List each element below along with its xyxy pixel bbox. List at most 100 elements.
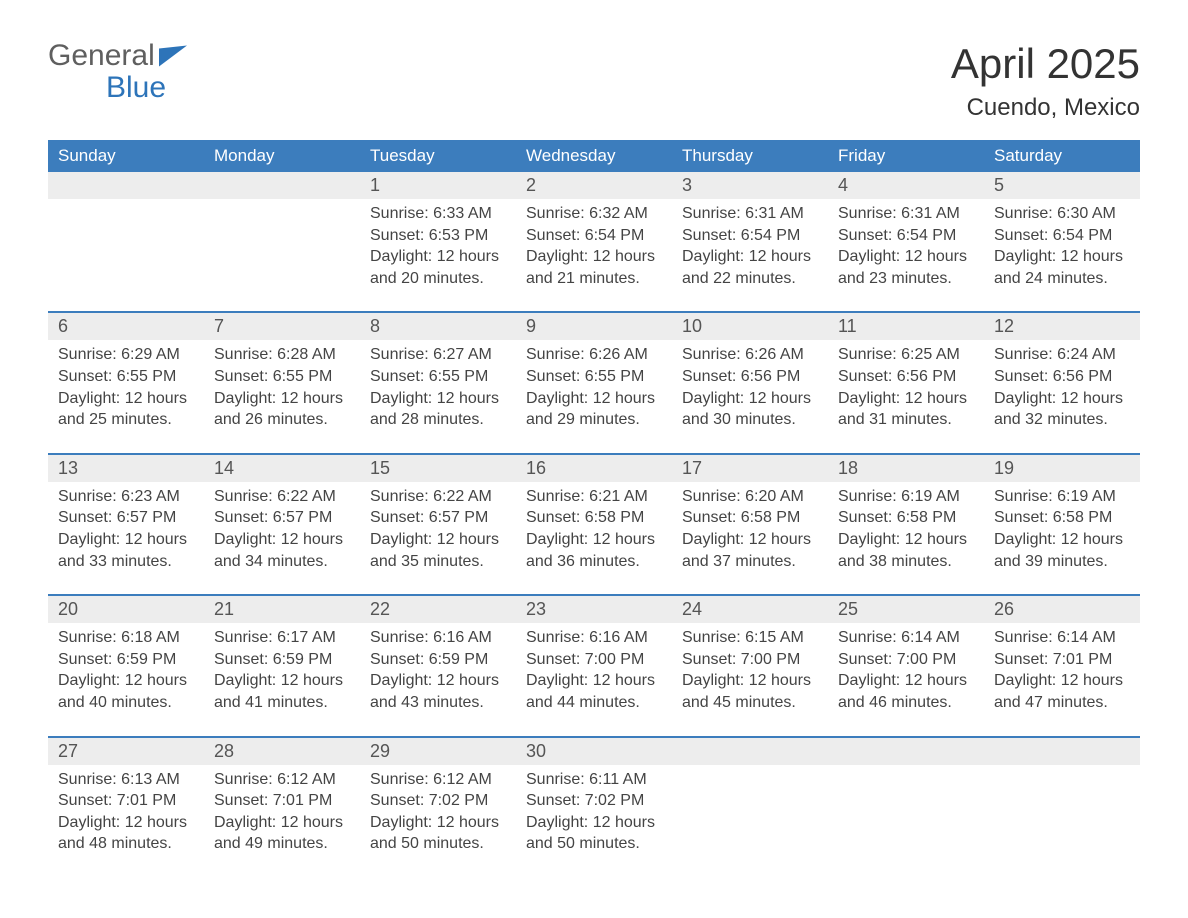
header: General Blue April 2025 Cuendo, Mexico xyxy=(48,40,1140,122)
sunrise-text: Sunrise: 6:24 AM xyxy=(994,344,1130,366)
daylight-text: and 23 minutes. xyxy=(838,268,974,290)
daylight-text: and 20 minutes. xyxy=(370,268,506,290)
daylight-text: and 38 minutes. xyxy=(838,551,974,573)
day-cell: Sunrise: 6:26 AMSunset: 6:56 PMDaylight:… xyxy=(672,340,828,430)
sunrise-text: Sunrise: 6:30 AM xyxy=(994,203,1130,225)
day-number: 17 xyxy=(672,455,828,482)
sunset-text: Sunset: 6:54 PM xyxy=(682,225,818,247)
day-cell: Sunrise: 6:22 AMSunset: 6:57 PMDaylight:… xyxy=(204,482,360,572)
daylight-text: Daylight: 12 hours xyxy=(682,670,818,692)
daylight-text: Daylight: 12 hours xyxy=(838,529,974,551)
sunset-text: Sunset: 7:00 PM xyxy=(838,649,974,671)
calendar-week: 13141516171819Sunrise: 6:23 AMSunset: 6:… xyxy=(48,453,1140,572)
day-cell: Sunrise: 6:16 AMSunset: 6:59 PMDaylight:… xyxy=(360,623,516,713)
sunrise-text: Sunrise: 6:31 AM xyxy=(682,203,818,225)
day-number: 6 xyxy=(48,313,204,340)
day-cell: Sunrise: 6:16 AMSunset: 7:00 PMDaylight:… xyxy=(516,623,672,713)
sunrise-text: Sunrise: 6:26 AM xyxy=(682,344,818,366)
day-number: 1 xyxy=(360,172,516,199)
daylight-text: and 41 minutes. xyxy=(214,692,350,714)
sunrise-text: Sunrise: 6:12 AM xyxy=(370,769,506,791)
day-cell: Sunrise: 6:25 AMSunset: 6:56 PMDaylight:… xyxy=(828,340,984,430)
sunset-text: Sunset: 7:01 PM xyxy=(214,790,350,812)
sunset-text: Sunset: 6:59 PM xyxy=(214,649,350,671)
sunrise-text: Sunrise: 6:14 AM xyxy=(994,627,1130,649)
sunrise-text: Sunrise: 6:22 AM xyxy=(370,486,506,508)
daylight-text: and 45 minutes. xyxy=(682,692,818,714)
day-number: 13 xyxy=(48,455,204,482)
day-number: 10 xyxy=(672,313,828,340)
sunset-text: Sunset: 6:57 PM xyxy=(214,507,350,529)
day-cell: Sunrise: 6:24 AMSunset: 6:56 PMDaylight:… xyxy=(984,340,1140,430)
logo-word1: General xyxy=(48,40,155,72)
sunset-text: Sunset: 6:56 PM xyxy=(682,366,818,388)
dayhead-wed: Wednesday xyxy=(516,140,672,172)
daynum-row: 6789101112 xyxy=(48,313,1140,340)
day-cell: Sunrise: 6:27 AMSunset: 6:55 PMDaylight:… xyxy=(360,340,516,430)
daylight-text: Daylight: 12 hours xyxy=(526,670,662,692)
day-number: 19 xyxy=(984,455,1140,482)
sunset-text: Sunset: 6:55 PM xyxy=(526,366,662,388)
sunrise-text: Sunrise: 6:33 AM xyxy=(370,203,506,225)
day-number xyxy=(204,172,360,199)
daylight-text: Daylight: 12 hours xyxy=(682,246,818,268)
sunset-text: Sunset: 6:57 PM xyxy=(370,507,506,529)
day-cell: Sunrise: 6:31 AMSunset: 6:54 PMDaylight:… xyxy=(672,199,828,289)
sunrise-text: Sunrise: 6:21 AM xyxy=(526,486,662,508)
daylight-text: Daylight: 12 hours xyxy=(214,670,350,692)
sunset-text: Sunset: 6:54 PM xyxy=(994,225,1130,247)
day-number xyxy=(48,172,204,199)
sunrise-text: Sunrise: 6:26 AM xyxy=(526,344,662,366)
sunrise-text: Sunrise: 6:19 AM xyxy=(838,486,974,508)
sunrise-text: Sunrise: 6:20 AM xyxy=(682,486,818,508)
daylight-text: Daylight: 12 hours xyxy=(838,246,974,268)
daylight-text: Daylight: 12 hours xyxy=(370,812,506,834)
page-title: April 2025 xyxy=(951,40,1140,88)
daylight-text: Daylight: 12 hours xyxy=(682,529,818,551)
calendar: Sunday Monday Tuesday Wednesday Thursday… xyxy=(48,140,1140,855)
calendar-header-row: Sunday Monday Tuesday Wednesday Thursday… xyxy=(48,140,1140,172)
sunset-text: Sunset: 6:59 PM xyxy=(370,649,506,671)
sunset-text: Sunset: 6:55 PM xyxy=(214,366,350,388)
sunset-text: Sunset: 7:02 PM xyxy=(370,790,506,812)
day-number: 20 xyxy=(48,596,204,623)
daylight-text: and 26 minutes. xyxy=(214,409,350,431)
sunset-text: Sunset: 6:58 PM xyxy=(838,507,974,529)
day-cell: Sunrise: 6:29 AMSunset: 6:55 PMDaylight:… xyxy=(48,340,204,430)
sunrise-text: Sunrise: 6:12 AM xyxy=(214,769,350,791)
logo-word2: Blue xyxy=(106,72,187,104)
sunset-text: Sunset: 6:56 PM xyxy=(838,366,974,388)
sunset-text: Sunset: 7:00 PM xyxy=(682,649,818,671)
daylight-text: and 24 minutes. xyxy=(994,268,1130,290)
daylight-text: Daylight: 12 hours xyxy=(370,529,506,551)
sunrise-text: Sunrise: 6:16 AM xyxy=(526,627,662,649)
logo: General Blue xyxy=(48,40,187,103)
day-number: 16 xyxy=(516,455,672,482)
sunset-text: Sunset: 7:02 PM xyxy=(526,790,662,812)
day-cell xyxy=(48,199,204,289)
calendar-week: 27282930Sunrise: 6:13 AMSunset: 7:01 PMD… xyxy=(48,736,1140,855)
day-number xyxy=(828,738,984,765)
dayhead-sat: Saturday xyxy=(984,140,1140,172)
sunrise-text: Sunrise: 6:16 AM xyxy=(370,627,506,649)
day-cell: Sunrise: 6:28 AMSunset: 6:55 PMDaylight:… xyxy=(204,340,360,430)
daylight-text: and 29 minutes. xyxy=(526,409,662,431)
day-number: 9 xyxy=(516,313,672,340)
sunrise-text: Sunrise: 6:27 AM xyxy=(370,344,506,366)
sunset-text: Sunset: 6:58 PM xyxy=(526,507,662,529)
daylight-text: and 50 minutes. xyxy=(526,833,662,855)
day-number: 2 xyxy=(516,172,672,199)
daylight-text: and 36 minutes. xyxy=(526,551,662,573)
day-cell: Sunrise: 6:22 AMSunset: 6:57 PMDaylight:… xyxy=(360,482,516,572)
daylight-text: Daylight: 12 hours xyxy=(994,246,1130,268)
sunrise-text: Sunrise: 6:28 AM xyxy=(214,344,350,366)
daylight-text: Daylight: 12 hours xyxy=(58,670,194,692)
daylight-text: Daylight: 12 hours xyxy=(526,529,662,551)
day-cell: Sunrise: 6:20 AMSunset: 6:58 PMDaylight:… xyxy=(672,482,828,572)
daylight-text: and 43 minutes. xyxy=(370,692,506,714)
day-number xyxy=(672,738,828,765)
daylight-text: and 21 minutes. xyxy=(526,268,662,290)
day-cell: Sunrise: 6:31 AMSunset: 6:54 PMDaylight:… xyxy=(828,199,984,289)
calendar-page: General Blue April 2025 Cuendo, Mexico S… xyxy=(0,0,1188,875)
sunset-text: Sunset: 6:54 PM xyxy=(526,225,662,247)
